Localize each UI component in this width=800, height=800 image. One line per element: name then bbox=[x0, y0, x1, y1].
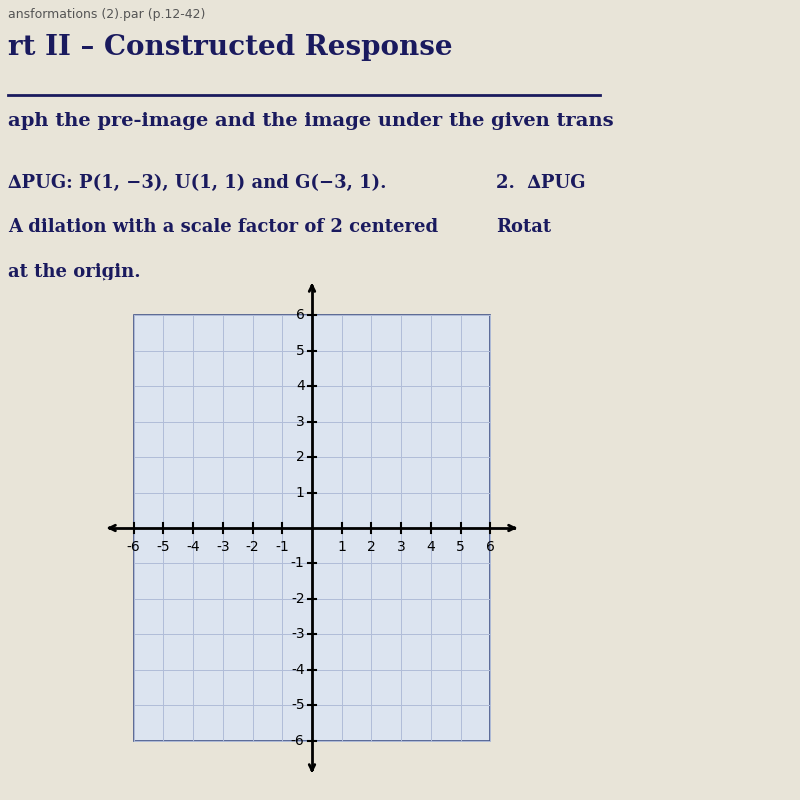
Text: 2.  ∆PUG: 2. ∆PUG bbox=[496, 174, 586, 192]
Text: -4: -4 bbox=[291, 662, 305, 677]
Text: ansformations (2).par (p.12-42): ansformations (2).par (p.12-42) bbox=[8, 9, 206, 22]
Text: 1: 1 bbox=[338, 541, 346, 554]
Text: 6: 6 bbox=[296, 309, 305, 322]
Text: 4: 4 bbox=[296, 379, 305, 394]
Text: -3: -3 bbox=[216, 541, 230, 554]
Text: aph the pre-image and the image under the given trans: aph the pre-image and the image under th… bbox=[8, 112, 614, 130]
Text: 4: 4 bbox=[426, 541, 435, 554]
Text: 2: 2 bbox=[367, 541, 376, 554]
Text: -1: -1 bbox=[291, 557, 305, 570]
Text: -3: -3 bbox=[291, 627, 305, 642]
Text: 2: 2 bbox=[296, 450, 305, 464]
Text: -5: -5 bbox=[291, 698, 305, 712]
Text: 5: 5 bbox=[296, 344, 305, 358]
Text: -4: -4 bbox=[186, 541, 200, 554]
Text: ∆PUG: P(1, −3), U(1, 1) and G(−3, 1).: ∆PUG: P(1, −3), U(1, 1) and G(−3, 1). bbox=[8, 174, 386, 192]
Text: -2: -2 bbox=[246, 541, 259, 554]
Bar bbox=[134, 315, 490, 741]
Text: A dilation with a scale factor of 2 centered: A dilation with a scale factor of 2 cent… bbox=[8, 218, 438, 237]
Text: 6: 6 bbox=[486, 541, 494, 554]
Text: -5: -5 bbox=[157, 541, 170, 554]
Text: Rotat: Rotat bbox=[496, 218, 551, 237]
Text: 3: 3 bbox=[296, 414, 305, 429]
Text: -6: -6 bbox=[291, 734, 305, 747]
Text: 1: 1 bbox=[296, 486, 305, 499]
Text: -2: -2 bbox=[291, 592, 305, 606]
Text: -6: -6 bbox=[127, 541, 141, 554]
Text: 5: 5 bbox=[456, 541, 465, 554]
Text: 3: 3 bbox=[397, 541, 406, 554]
Text: -1: -1 bbox=[275, 541, 289, 554]
Text: at the origin.: at the origin. bbox=[8, 263, 141, 282]
Text: rt II – Constructed Response: rt II – Constructed Response bbox=[8, 34, 453, 61]
